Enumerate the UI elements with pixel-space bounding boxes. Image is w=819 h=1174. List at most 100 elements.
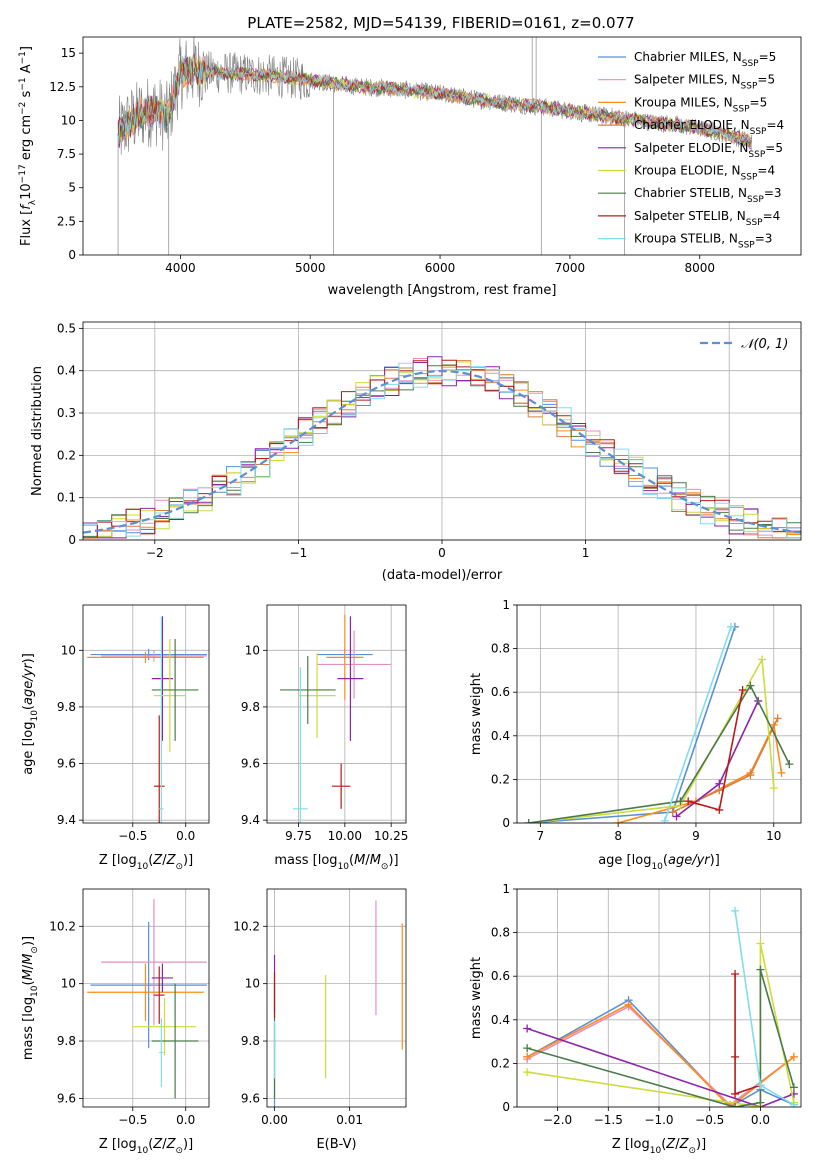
y-tick-label: 9.4 (57, 813, 76, 827)
weight-point-marker (726, 1103, 734, 1107)
x-tick-label: 10.00 (328, 829, 362, 843)
legend-entry: Kroupa STELIB, NSSP=3 (634, 232, 772, 251)
x-axis-label: mass [log10(M/M⊙)] (274, 853, 398, 872)
x-tick-label: 10 (766, 829, 781, 843)
label-part: 10 (651, 862, 663, 872)
x-tick-label: 9 (692, 829, 700, 843)
label-part: Salpeter STELIB, N (634, 209, 746, 223)
label-part: ] (19, 46, 34, 51)
y-tick-label: 10.2 (49, 919, 76, 933)
x-tick-label: 7000 (555, 261, 586, 275)
label-part: Z [log (612, 1137, 650, 1152)
legend-entry: Salpeter ELODIE, NSSP=5 (634, 141, 783, 160)
label-part: )] (710, 853, 720, 868)
label-part: Z [log (99, 1137, 137, 1152)
x-tick-label: 5000 (295, 261, 326, 275)
label-part: / (162, 1137, 167, 1152)
legend-entry: 𝒩(0, 1) (741, 337, 788, 352)
label-part: )] (388, 853, 398, 868)
label-part: 10 (19, 183, 34, 200)
weight-point-marker (773, 714, 782, 723)
x-tick-label: 2 (725, 546, 733, 560)
weight-series-line (617, 722, 783, 823)
weight-point-marker (769, 784, 778, 793)
x-tick-label: 0.0 (176, 1113, 195, 1127)
label-part: age [log (598, 853, 651, 868)
label-part: 10 (338, 862, 350, 872)
weight-point-marker (731, 1103, 740, 1107)
plot-frame (82, 321, 802, 541)
label-part: SSP (747, 195, 764, 205)
label-part: ( (663, 853, 668, 868)
x-tick-label: 0.01 (336, 1113, 363, 1127)
y-tick-label: 5 (68, 181, 76, 195)
legend: 𝒩(0, 1) (700, 337, 788, 352)
y-tick-label: 9.8 (241, 700, 260, 714)
label-part: ( (349, 853, 354, 868)
label-part: age [log (21, 722, 36, 775)
y-tick-label: 0 (68, 248, 76, 262)
plot-frame (266, 888, 407, 1108)
y-tick-label: 0 (502, 1100, 510, 1114)
y-tick-label: 9.4 (241, 813, 260, 827)
weight-point-marker (731, 970, 740, 979)
x-tick-label: 1 (582, 546, 590, 560)
label-part: ⊙ (30, 946, 40, 954)
plot-frame (82, 888, 210, 1108)
label-part: Chabrier ELODIE, N (634, 118, 750, 132)
weight-point-marker (523, 1024, 532, 1033)
label-part: ( (661, 1137, 666, 1152)
label-part: erg cm (19, 115, 34, 164)
weight-point-marker (523, 1052, 532, 1061)
label-part: =3 (764, 186, 782, 200)
label-part: −1 (18, 77, 28, 90)
label-part: Z (166, 1137, 177, 1152)
label-part: 10 (30, 710, 40, 722)
y-tick-label: 1 (502, 882, 510, 896)
y-tick-label: 10 (61, 643, 76, 657)
weight-point-marker (523, 1068, 532, 1077)
label-part: M (354, 853, 365, 868)
x-tick-label: −0.5 (695, 1113, 724, 1127)
weight-series-line (734, 910, 795, 1106)
label-part: 10 (650, 1146, 662, 1156)
error-bars (87, 616, 207, 823)
label-part: =4 (757, 164, 775, 178)
label-part: =5 (750, 95, 768, 109)
label-part: Salpeter ELODIE, N (634, 141, 748, 155)
y-tick-label: 0 (68, 533, 76, 547)
label-part: Z [log (99, 853, 137, 868)
panel-mass-vs-ebv: 0.00 0.01 9.6 9.8 10 10.2 E(B-V) (233, 888, 407, 1152)
y-tick-label: 0.2 (491, 772, 510, 786)
label-part: SSP (742, 59, 759, 69)
weight-point-marker (684, 797, 693, 806)
y-axis-label: mass weight (469, 673, 484, 755)
weight-series-line (526, 1005, 795, 1106)
label-part: age/yr (668, 853, 711, 868)
label-part: SSP (746, 218, 763, 228)
label-part: Z (665, 1137, 676, 1152)
x-tick-label: −2.0 (543, 1113, 572, 1127)
weight-lines (524, 622, 794, 823)
gridlines (267, 889, 406, 1107)
label-part: 10 (30, 985, 40, 997)
label-part: )] (21, 936, 36, 946)
gridlines (83, 605, 209, 823)
x-axis-label: Z [log10(Z/Z⊙)] (99, 1137, 193, 1156)
legend-entry: Chabrier MILES, NSSP=5 (634, 50, 776, 69)
label-part: M (370, 853, 381, 868)
y-tick-label: 0 (502, 816, 510, 830)
label-part: / (162, 853, 167, 868)
weight-point-marker (738, 686, 747, 695)
weight-series-line (526, 943, 795, 1107)
x-tick-label: −1 (290, 546, 308, 560)
error-bars (279, 614, 392, 823)
y-axis-label: mass weight (469, 957, 484, 1039)
label-part: Chabrier STELIB, N (634, 186, 747, 200)
y-tick-label: 0.4 (57, 364, 76, 378)
label-part: SSP (733, 104, 750, 114)
label-part: Z (679, 1137, 690, 1152)
label-part: λ (28, 199, 38, 205)
